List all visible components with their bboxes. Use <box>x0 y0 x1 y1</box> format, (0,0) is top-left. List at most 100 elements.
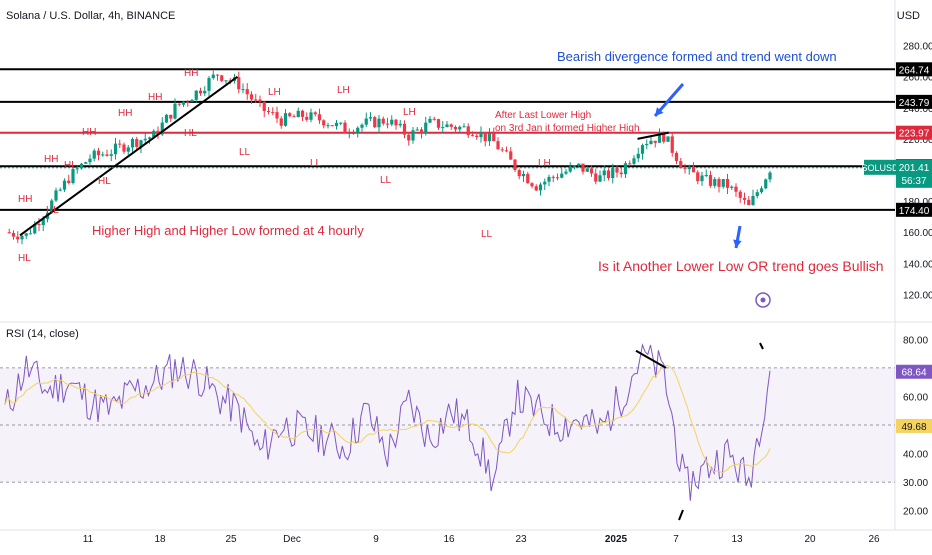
candle-body <box>390 119 394 125</box>
candle-body <box>436 119 441 128</box>
wave-label-hl: HL <box>18 253 31 264</box>
candle-body <box>708 175 713 186</box>
candle-body <box>364 118 368 125</box>
candle-body <box>653 140 657 143</box>
candle-body <box>560 173 564 178</box>
candle-body <box>109 154 113 156</box>
candle-body <box>445 124 449 128</box>
candle-body <box>258 99 262 102</box>
candle-body <box>700 175 704 182</box>
wave-label-hh: HH <box>44 154 59 165</box>
time-tick-label: 26 <box>868 534 880 545</box>
rsi-tick-label: 30.00 <box>903 478 928 489</box>
candle-body <box>224 80 228 82</box>
candle-body <box>428 118 432 123</box>
candle-body <box>241 89 245 91</box>
rsi-value-tag <box>896 364 932 379</box>
level-tag-label: 243.79 <box>899 98 930 109</box>
level-tag <box>896 94 932 109</box>
candle-body <box>37 224 41 226</box>
candle-body <box>509 151 513 160</box>
candle-body <box>126 147 130 152</box>
candle-body <box>207 78 211 91</box>
wave-label-hl: HL <box>184 128 197 139</box>
candle-body <box>602 170 606 176</box>
candle-body <box>339 122 343 124</box>
trendline <box>19 75 239 237</box>
candle-body <box>441 127 445 129</box>
candle-body <box>738 191 742 198</box>
countdown-label: 56:37 <box>901 176 926 187</box>
symbol-tag-label: SOLUSD <box>861 163 899 173</box>
time-tick-label: 2025 <box>605 534 628 545</box>
annotation-last-lh-1: After Last Lower High <box>495 110 592 121</box>
candle-body <box>322 120 326 126</box>
candle-body <box>606 170 611 179</box>
candle-body <box>487 133 492 142</box>
candle-body <box>483 132 487 142</box>
candle-body <box>691 166 696 173</box>
candle-body <box>11 232 16 237</box>
candle-body <box>649 140 653 144</box>
candle-body <box>177 103 181 105</box>
candle-body <box>249 94 254 100</box>
candle-body <box>623 163 628 175</box>
divergence-line-price <box>637 131 669 140</box>
indicator-toggle-icon <box>755 292 771 308</box>
rsi-tick-label: 20.00 <box>903 507 928 518</box>
candle-body <box>96 150 101 156</box>
price-tick-label: 220.00 <box>903 135 932 146</box>
candle-body <box>453 126 458 130</box>
candle-body <box>611 168 615 179</box>
candle-body <box>640 145 645 154</box>
wave-label-hh: HH <box>118 108 133 119</box>
candle-body <box>24 233 28 236</box>
candle-body <box>398 123 402 126</box>
price-tick-label: 260.00 <box>903 73 932 84</box>
candle-body <box>279 118 283 126</box>
candle-body <box>496 141 500 150</box>
candle-body <box>271 112 275 114</box>
candle-body <box>407 134 411 141</box>
candle-body <box>543 181 547 185</box>
candle-body <box>572 165 577 167</box>
candle-body <box>534 186 538 191</box>
currency-label: USD <box>896 10 920 22</box>
candle-body <box>662 132 666 142</box>
rsi-ma-line <box>4 364 771 474</box>
candle-body <box>33 224 37 234</box>
bullish-arrow-head <box>733 239 742 248</box>
candle-body <box>747 199 751 206</box>
wave-label-lh: LH <box>268 87 281 98</box>
rsi-value-tag-label: 68.64 <box>901 368 926 379</box>
current-price-label: 201.41 <box>899 163 930 174</box>
candle-body <box>58 189 62 191</box>
candle-body <box>262 101 266 112</box>
candle-body <box>16 236 20 240</box>
candle-body <box>551 176 555 178</box>
candle-body <box>385 123 390 125</box>
candle-body <box>725 179 730 188</box>
candle-body <box>568 166 572 172</box>
candle-body <box>432 118 436 120</box>
candle-body <box>704 175 708 177</box>
candle-body <box>143 138 147 141</box>
candle-body <box>211 74 215 79</box>
wave-label-lh: LH <box>337 85 350 96</box>
current-price-tag <box>896 159 932 188</box>
price-tick-label: 240.00 <box>903 104 932 115</box>
candle-body <box>122 144 126 152</box>
wave-label-ll: LL <box>481 229 493 240</box>
candle-body <box>462 126 466 128</box>
candle-body <box>504 150 509 152</box>
candle-body <box>288 113 292 117</box>
candle-body <box>721 179 725 187</box>
candle-body <box>636 153 640 159</box>
candle-body <box>28 233 33 235</box>
rsi-tick-label: 80.00 <box>903 335 928 346</box>
wave-label-hh: HH <box>18 194 33 205</box>
candle-body <box>84 162 88 164</box>
candle-body <box>347 132 351 134</box>
